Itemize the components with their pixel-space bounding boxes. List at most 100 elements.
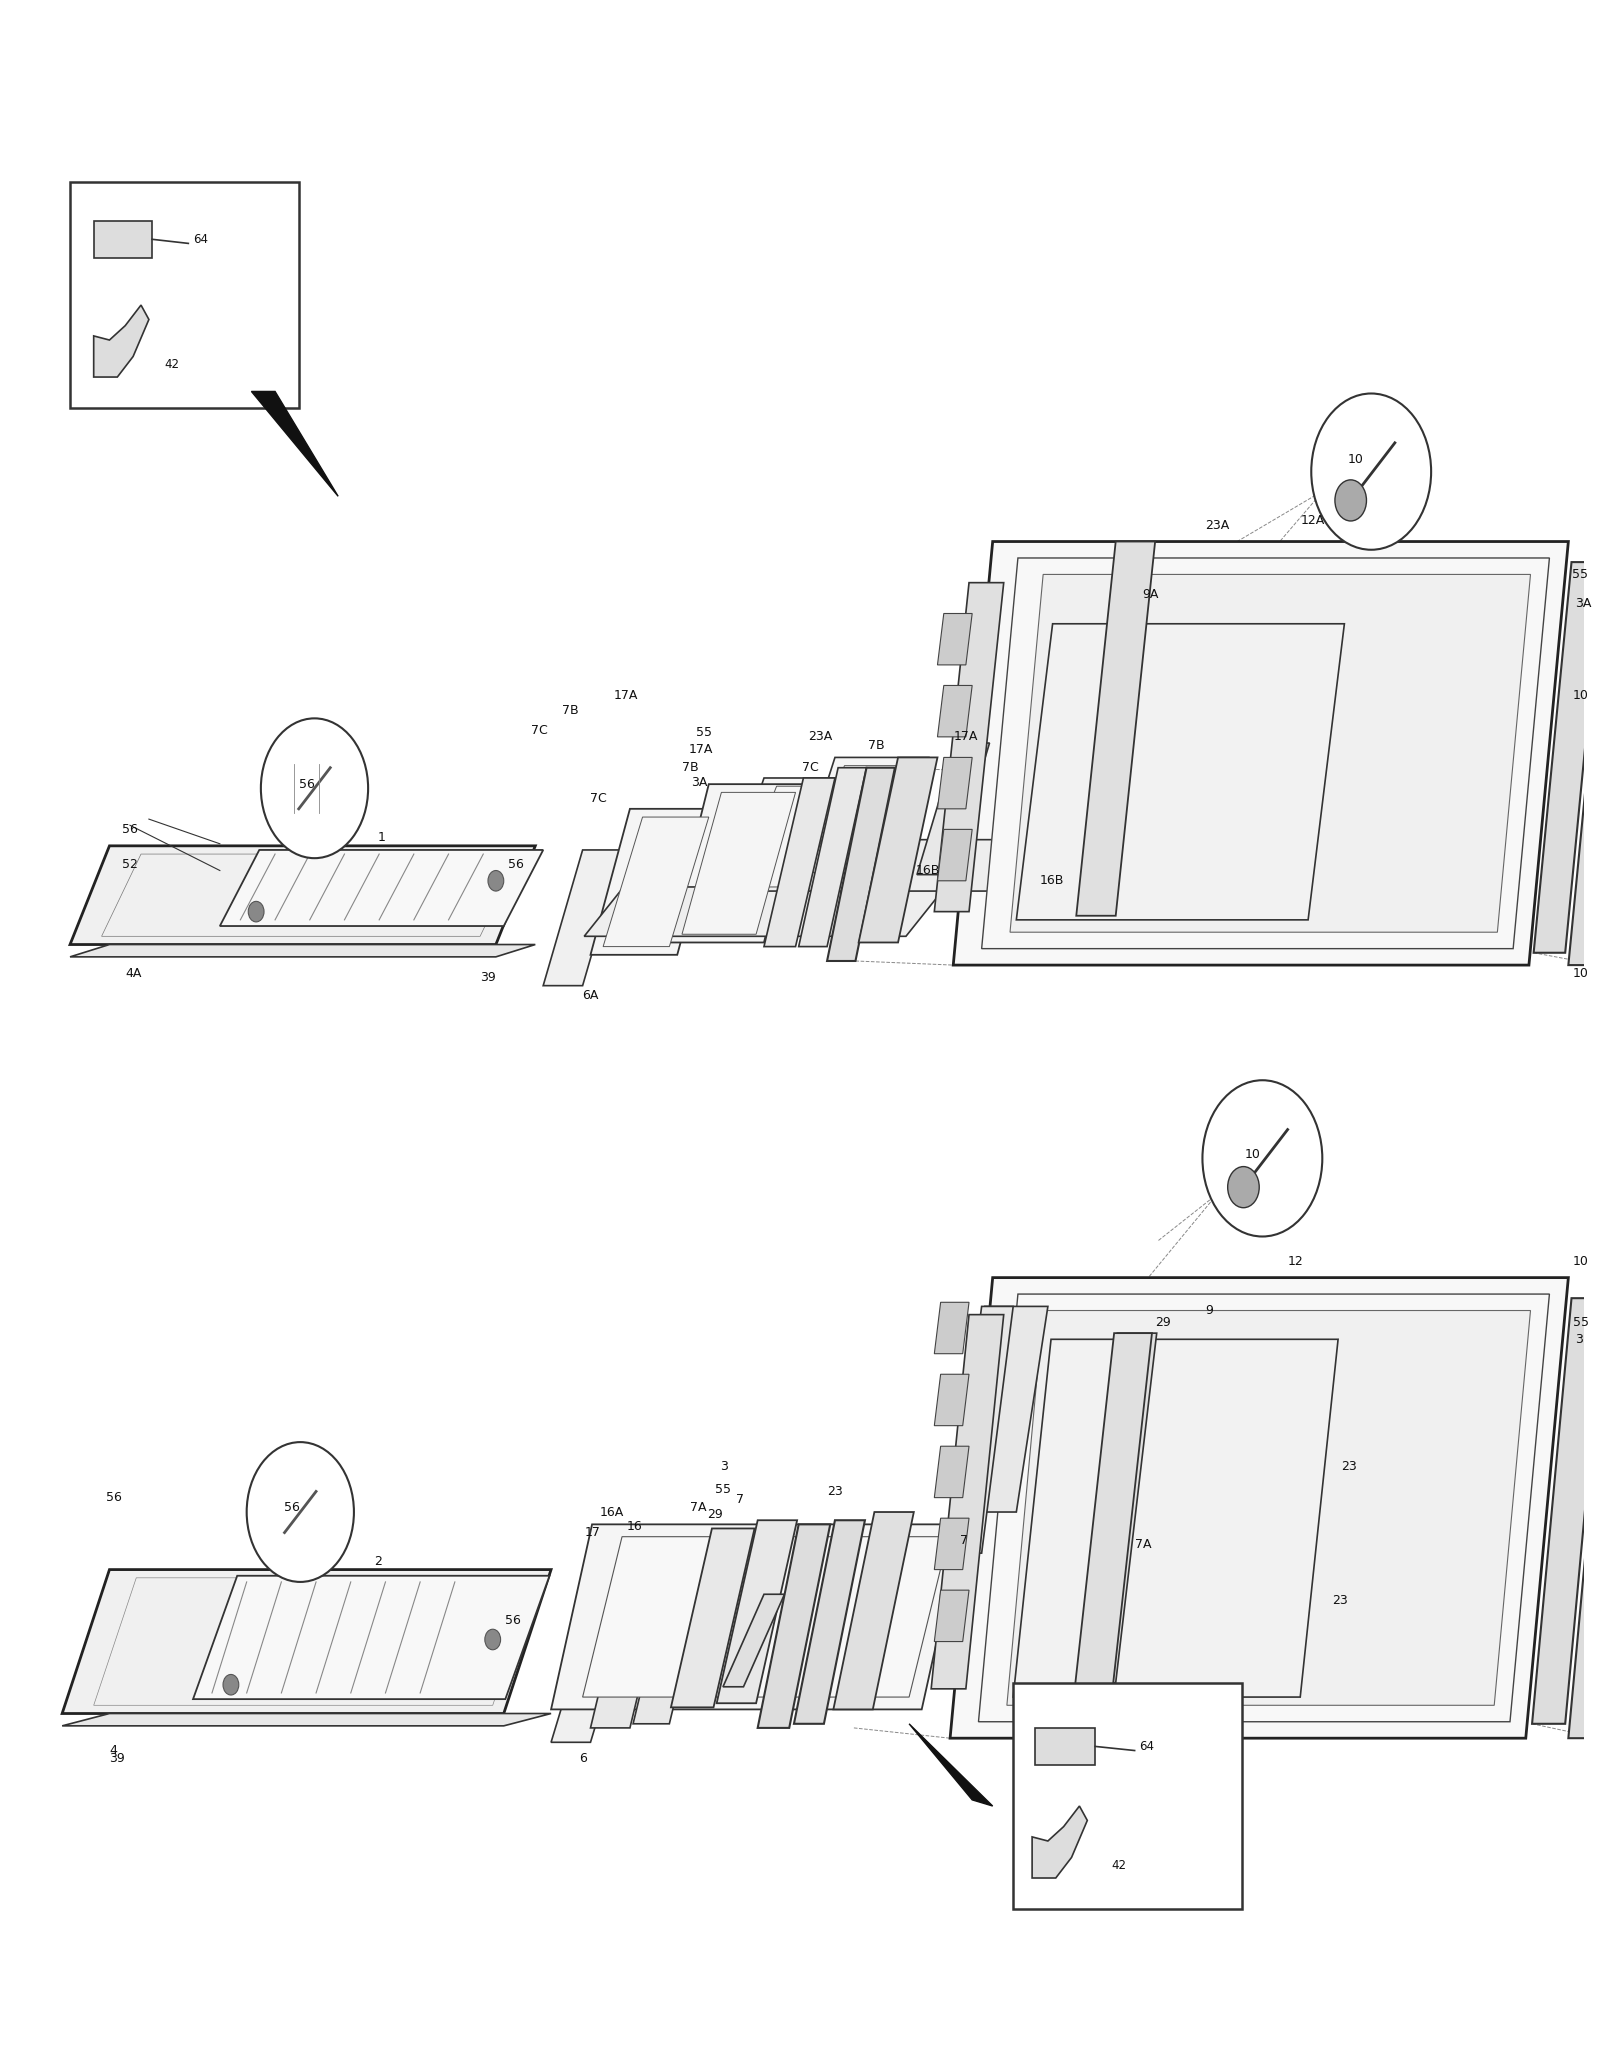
Text: 3A: 3A (691, 776, 707, 789)
Text: 56: 56 (285, 1501, 301, 1515)
Polygon shape (251, 391, 338, 497)
Polygon shape (94, 304, 149, 377)
Polygon shape (62, 1569, 550, 1714)
Polygon shape (954, 542, 1568, 965)
Text: 7B: 7B (682, 762, 699, 774)
Polygon shape (794, 1519, 866, 1724)
Polygon shape (62, 1714, 550, 1726)
Polygon shape (582, 1536, 949, 1697)
Circle shape (488, 871, 504, 890)
Polygon shape (717, 840, 1072, 890)
Polygon shape (590, 1557, 670, 1728)
Text: 64: 64 (1139, 1741, 1154, 1753)
Text: 16A: 16A (600, 1505, 624, 1519)
Polygon shape (1006, 1310, 1531, 1706)
Text: 23A: 23A (1205, 520, 1230, 532)
Polygon shape (954, 1306, 1048, 1511)
Text: 29: 29 (707, 1507, 723, 1521)
Bar (1013, 1683, 1242, 1909)
Text: 55: 55 (1571, 567, 1587, 582)
Polygon shape (738, 787, 843, 886)
Text: 42: 42 (1110, 1859, 1126, 1871)
Polygon shape (1032, 1805, 1088, 1877)
Text: 17A: 17A (688, 743, 712, 756)
Text: 9: 9 (1205, 1304, 1213, 1317)
Text: 56: 56 (509, 857, 525, 871)
Polygon shape (758, 1524, 830, 1728)
Polygon shape (1077, 542, 1155, 915)
Polygon shape (1534, 563, 1600, 952)
Polygon shape (590, 809, 717, 954)
Polygon shape (938, 758, 973, 809)
Text: 39: 39 (480, 971, 496, 983)
Text: 17A: 17A (614, 689, 638, 702)
Polygon shape (219, 851, 542, 925)
Polygon shape (584, 886, 946, 936)
Text: 6: 6 (579, 1751, 587, 1766)
Text: 10: 10 (1573, 967, 1589, 979)
Polygon shape (550, 1606, 632, 1743)
Circle shape (1312, 393, 1430, 551)
Text: 55: 55 (696, 727, 712, 739)
Text: 17A: 17A (954, 731, 978, 743)
Polygon shape (1533, 1298, 1600, 1724)
Polygon shape (982, 559, 1549, 948)
Text: 16B: 16B (915, 863, 939, 878)
Polygon shape (931, 1314, 1003, 1689)
Polygon shape (834, 1511, 914, 1710)
Polygon shape (950, 1277, 1568, 1739)
Circle shape (248, 900, 264, 921)
Polygon shape (934, 582, 1003, 911)
Text: 39: 39 (109, 1751, 125, 1766)
Text: 10: 10 (1347, 453, 1363, 466)
Polygon shape (938, 830, 973, 882)
Polygon shape (603, 818, 709, 946)
Circle shape (246, 1443, 354, 1581)
Text: 56: 56 (506, 1615, 522, 1627)
Polygon shape (934, 1374, 970, 1426)
Polygon shape (723, 1594, 784, 1687)
Text: 2: 2 (374, 1555, 382, 1567)
Text: 56: 56 (299, 778, 315, 791)
Text: 7: 7 (736, 1492, 744, 1507)
Polygon shape (1010, 575, 1531, 932)
Text: 7A: 7A (690, 1501, 706, 1515)
Text: 29: 29 (1155, 1317, 1171, 1329)
Polygon shape (670, 1528, 755, 1708)
Polygon shape (1074, 1333, 1152, 1704)
Polygon shape (1013, 1339, 1338, 1697)
Polygon shape (763, 778, 835, 946)
Polygon shape (542, 851, 622, 985)
Text: 10: 10 (1245, 1147, 1261, 1161)
Text: 52: 52 (122, 857, 138, 871)
Polygon shape (634, 1552, 710, 1724)
Text: 12: 12 (1288, 1254, 1304, 1267)
Text: 7B: 7B (869, 739, 885, 751)
Polygon shape (94, 221, 152, 259)
Text: 55: 55 (715, 1482, 731, 1497)
Circle shape (261, 718, 368, 859)
Polygon shape (101, 855, 520, 936)
Text: 17: 17 (584, 1526, 600, 1540)
Polygon shape (938, 613, 973, 664)
Text: 10: 10 (1573, 1254, 1589, 1267)
Text: 56: 56 (122, 824, 138, 836)
Text: 56: 56 (106, 1490, 122, 1505)
Polygon shape (1035, 1728, 1094, 1766)
Text: 42: 42 (165, 358, 179, 371)
Polygon shape (1568, 1312, 1600, 1739)
Text: 6A: 6A (582, 989, 598, 1002)
Polygon shape (70, 944, 536, 956)
Text: 23A: 23A (808, 731, 832, 743)
Text: 4A: 4A (125, 967, 142, 979)
Text: 3: 3 (1574, 1333, 1582, 1346)
Circle shape (1334, 480, 1366, 522)
Text: 7C: 7C (531, 724, 547, 737)
Text: 16B: 16B (1040, 874, 1064, 888)
Polygon shape (1016, 623, 1344, 919)
Circle shape (485, 1629, 501, 1650)
Text: 7B: 7B (562, 704, 579, 716)
Polygon shape (1568, 575, 1600, 965)
Polygon shape (70, 847, 536, 944)
Text: 7C: 7C (590, 793, 608, 805)
